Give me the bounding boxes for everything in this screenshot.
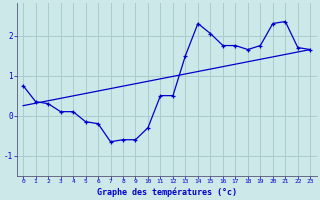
X-axis label: Graphe des températures (°c): Graphe des températures (°c) xyxy=(97,187,237,197)
